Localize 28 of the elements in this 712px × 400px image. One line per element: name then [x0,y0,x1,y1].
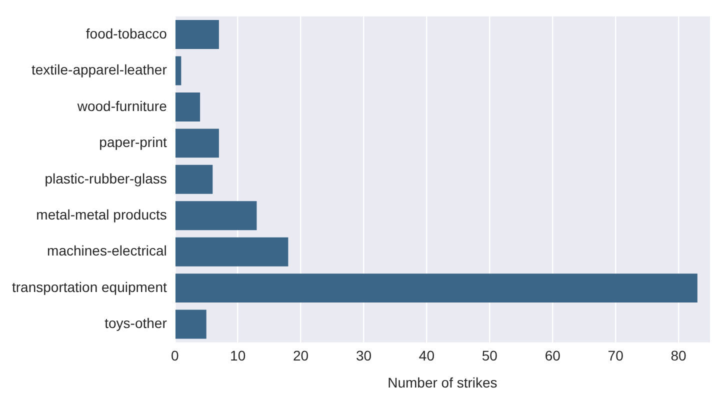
x-tick-label: 0 [170,348,179,364]
bar [175,128,219,158]
y-tick-label: wood-furniture [76,98,168,114]
x-axis-title: Number of strikes [388,374,498,390]
x-tick-label: 70 [608,348,624,364]
x-tick-label: 50 [482,348,498,364]
bar [175,56,182,86]
x-tick-label: 60 [544,348,561,364]
x-tick-label: 10 [230,348,246,364]
y-tick-label: paper-print [99,134,167,150]
x-tick-label: 40 [418,348,435,364]
y-tick-label: metal-metal products [36,206,167,222]
x-tick-label: 80 [670,348,687,364]
bar [175,310,206,339]
x-tick-label: 30 [356,348,372,364]
y-tick-label: textile-apparel-leather [31,62,168,78]
y-tick-label: toys-other [104,315,168,332]
bar [175,164,213,194]
bar [175,201,257,230]
bar [175,20,219,49]
y-tick-label: machines-electrical [47,242,167,259]
x-tick-label: 20 [293,348,309,364]
y-tick-label: transportation equipment [12,278,167,295]
y-tick-label: food-tobacco [86,25,168,42]
bar [175,237,288,266]
y-tick-label: plastic-rubber-glass [44,170,167,186]
bar [175,92,200,122]
bar [175,274,698,303]
